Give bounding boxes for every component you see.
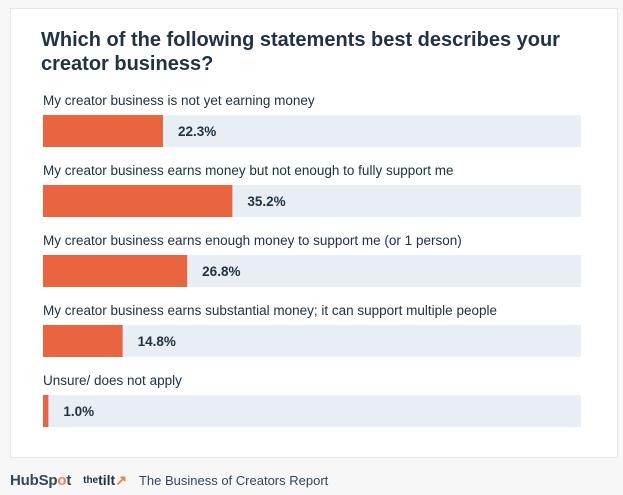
category-label: Unsure/ does not apply (43, 373, 182, 388)
category-label: My creator business earns money but not … (43, 163, 453, 178)
value-label: 1.0% (63, 404, 94, 419)
report-name: The Business of Creators Report (138, 472, 329, 488)
chart-title: Which of the following statements best d… (41, 29, 560, 75)
bar-chart: My creator business is not yet earning m… (43, 93, 581, 427)
bar-track (43, 325, 581, 357)
hubspot-logo: HubSpot (10, 471, 72, 489)
bar (43, 115, 163, 147)
bar (43, 395, 49, 427)
thetilt-logo: thetilt↗ (83, 471, 127, 488)
chart-card: Which of the following statements best d… (10, 8, 618, 458)
value-label: 14.8% (138, 334, 176, 349)
footer: HubSpot thetilt↗ The Business of Creator… (10, 468, 328, 492)
category-label: My creator business is not yet earning m… (43, 93, 315, 108)
bar-track (43, 395, 581, 427)
value-label: 35.2% (247, 194, 285, 209)
category-label: My creator business earns enough money t… (43, 233, 462, 248)
bar (43, 255, 188, 287)
value-label: 22.3% (178, 124, 216, 139)
category-label: My creator business earns substantial mo… (43, 303, 497, 318)
value-label: 26.8% (202, 264, 240, 279)
bar (43, 325, 123, 357)
bar (43, 185, 233, 217)
